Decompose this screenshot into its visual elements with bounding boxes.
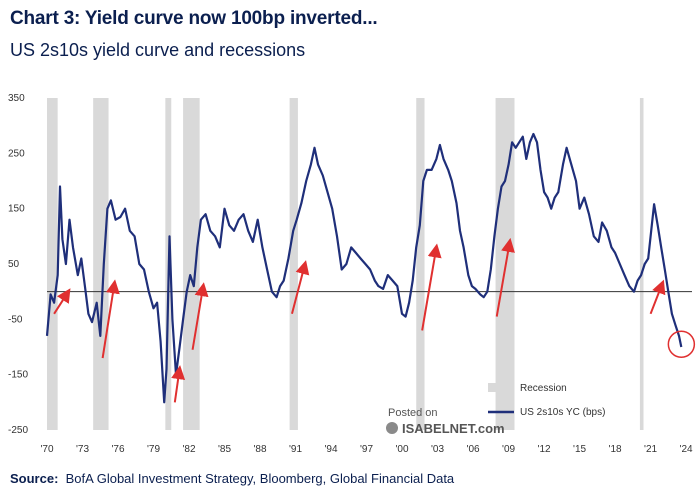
x-tick-label: '73 bbox=[76, 444, 89, 455]
y-tick-label: 350 bbox=[8, 93, 25, 104]
x-tick-label: '82 bbox=[182, 444, 195, 455]
red-arrow-7 bbox=[649, 279, 666, 315]
red-arrow-0 bbox=[53, 288, 71, 315]
recession-band-5 bbox=[416, 98, 425, 430]
isabelnet-logo-icon bbox=[386, 422, 398, 434]
y-axis-ticks: 350 250 150 50 -50 -150 -250 bbox=[8, 93, 28, 436]
circle-annotation bbox=[667, 330, 696, 358]
source-note: Source: BofA Global Investment Strategy,… bbox=[10, 471, 454, 486]
arrow-annotations bbox=[53, 237, 666, 403]
x-tick-label: '85 bbox=[218, 444, 231, 455]
y-tick-label: 150 bbox=[8, 204, 25, 215]
x-tick-label: '09 bbox=[502, 444, 515, 455]
watermark-line-2: ISABELNET.com bbox=[402, 421, 505, 436]
x-tick-label: '15 bbox=[573, 444, 586, 455]
watermark: Posted on ISABELNET.com bbox=[386, 407, 505, 436]
y-tick-label: -50 bbox=[8, 314, 23, 325]
source-text: BofA Global Investment Strategy, Bloombe… bbox=[65, 471, 455, 486]
legend-label-recession: Recession bbox=[520, 383, 567, 394]
x-tick-label: '97 bbox=[360, 444, 373, 455]
recession-band-0 bbox=[47, 98, 58, 430]
series-line-us-2s10s bbox=[45, 132, 683, 404]
y-tick-label: -150 bbox=[8, 370, 28, 381]
red-arrow-6 bbox=[495, 237, 515, 317]
x-tick-label: '79 bbox=[147, 444, 160, 455]
recession-band-4 bbox=[289, 98, 298, 430]
y-tick-label: -250 bbox=[8, 425, 28, 436]
red-arrow-4 bbox=[291, 260, 310, 315]
red-arrow-5 bbox=[421, 243, 442, 331]
red-arrow-3 bbox=[191, 282, 209, 350]
legend-label-series: US 2s10s YC (bps) bbox=[520, 407, 605, 418]
recession-band-1 bbox=[93, 98, 109, 430]
legend-swatch-recession bbox=[488, 383, 514, 392]
x-tick-label: '00 bbox=[396, 444, 409, 455]
x-tick-label: '91 bbox=[289, 444, 302, 455]
chart-title: Chart 3: Yield curve now 100bp inverted.… bbox=[10, 8, 378, 29]
x-tick-label: '18 bbox=[609, 444, 622, 455]
red-arrow-1 bbox=[101, 279, 120, 359]
x-tick-label: '70 bbox=[40, 444, 53, 455]
chart-subtitle: US 2s10s yield curve and recessions bbox=[10, 40, 306, 60]
x-tick-label: '88 bbox=[254, 444, 267, 455]
recession-band-3 bbox=[183, 98, 200, 430]
x-tick-label: '94 bbox=[325, 444, 338, 455]
recession-band-7 bbox=[639, 98, 644, 430]
x-tick-label: '76 bbox=[111, 444, 124, 455]
x-axis-ticks: '70 '73 '76 '79 '82 '85 '88 '91 '94 '97 '00 '03 '06 '… bbox=[40, 444, 693, 455]
y-tick-label: 50 bbox=[8, 259, 20, 270]
watermark-line-1: Posted on bbox=[388, 407, 438, 419]
legend: Recession US 2s10s YC (bps) bbox=[488, 383, 605, 418]
red-arrow-2 bbox=[171, 365, 186, 403]
x-tick-label: '21 bbox=[644, 444, 657, 455]
x-tick-label: '06 bbox=[467, 444, 480, 455]
x-tick-label: '24 bbox=[680, 444, 693, 455]
source-label: Source: bbox=[10, 471, 59, 486]
x-tick-label: '03 bbox=[431, 444, 444, 455]
y-tick-label: 250 bbox=[8, 148, 25, 159]
x-tick-label: '12 bbox=[538, 444, 551, 455]
